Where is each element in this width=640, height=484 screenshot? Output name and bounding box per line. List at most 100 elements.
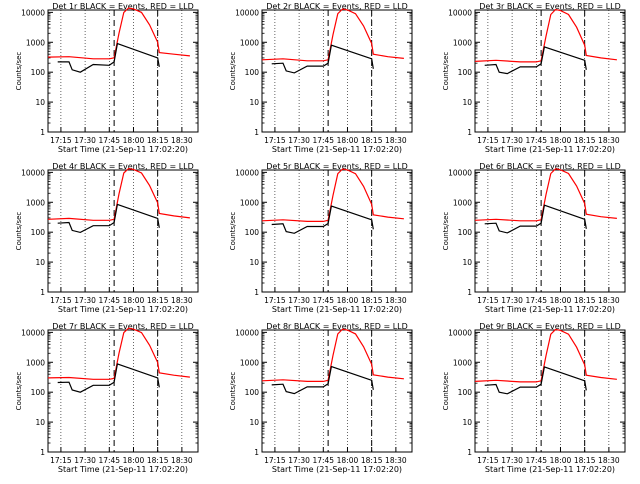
x-tick-label: 17:30	[501, 456, 523, 465]
x-tick-label: 17:15	[50, 456, 72, 465]
y-tick-label: 1	[40, 128, 45, 137]
x-axis-label: Start Time (21-Sep-11 17:02:20)	[485, 465, 615, 474]
plot-title: Det 9r BLACK = Events, RED = LLD	[479, 322, 621, 331]
y-tick-label: 10000	[21, 328, 45, 337]
x-tick-label: 17:30	[74, 456, 96, 465]
y-tick-label: 100	[245, 68, 260, 77]
events-series-line	[271, 205, 374, 234]
detector-plot-1: Det 1r BLACK = Events, RED = LLD 1 10 100 10…	[15, 2, 199, 154]
x-tick-label: 17:30	[501, 296, 523, 305]
y-tick-label: 1000	[240, 358, 259, 367]
plot-title: Det 1r BLACK = Events, RED = LLD	[52, 2, 194, 11]
x-tick-label: 17:45	[312, 456, 334, 465]
y-tick-label: 1000	[453, 38, 472, 47]
y-axis-label: Counts/sec	[442, 52, 450, 91]
y-axis-label: Counts/sec	[442, 372, 450, 411]
events-series-line	[484, 366, 587, 395]
y-tick-label: 1	[467, 288, 472, 297]
x-tick-label: 18:00	[123, 456, 145, 465]
y-tick-label: 1	[467, 448, 472, 457]
lld-series-line	[261, 328, 404, 382]
x-tick-label: 17:15	[264, 456, 286, 465]
x-tick-label: 18:00	[337, 456, 359, 465]
x-tick-label: 18:00	[550, 296, 572, 305]
plot-frame	[47, 329, 199, 453]
x-tick-label: 18:30	[385, 296, 407, 305]
x-tick-label: 18:15	[574, 456, 596, 465]
plot-frame	[474, 9, 626, 133]
detector-plot-5: Det 5r BLACK = Events, RED = LLD 1 10 100 10…	[229, 162, 413, 314]
x-tick-label: 17:45	[525, 456, 547, 465]
detector-plot-3: Det 3r BLACK = Events, RED = LLD 1 10 100 10…	[442, 2, 626, 154]
x-tick-label: 18:15	[361, 456, 383, 465]
y-tick-label: 10000	[448, 8, 472, 17]
x-axis-label: Start Time (21-Sep-11 17:02:20)	[485, 305, 615, 314]
y-tick-label: 100	[458, 68, 473, 77]
x-tick-label: 17:15	[50, 136, 72, 145]
y-tick-label: 1000	[453, 358, 472, 367]
y-axis-label: Counts/sec	[15, 372, 23, 411]
y-axis-label: Counts/sec	[15, 212, 23, 251]
x-tick-label: 18:30	[385, 136, 407, 145]
x-tick-label: 17:30	[288, 136, 310, 145]
y-tick-label: 1	[40, 288, 45, 297]
x-tick-label: 18:00	[550, 136, 572, 145]
y-tick-label: 100	[31, 388, 46, 397]
y-axis-label: Counts/sec	[229, 212, 237, 251]
y-tick-label: 10000	[21, 168, 45, 177]
events-series-line	[57, 42, 160, 73]
events-series-line	[57, 203, 160, 234]
x-tick-label: 17:15	[477, 296, 499, 305]
y-tick-label: 10	[462, 258, 472, 267]
y-tick-label: 1	[40, 448, 45, 457]
x-tick-label: 18:00	[550, 456, 572, 465]
x-axis-label: Start Time (21-Sep-11 17:02:20)	[272, 465, 402, 474]
lld-series-line	[261, 8, 404, 62]
y-tick-label: 10	[35, 98, 45, 107]
events-series-line	[57, 363, 160, 393]
x-tick-label: 17:30	[288, 456, 310, 465]
lld-series-line	[47, 167, 190, 221]
x-tick-label: 18:15	[361, 296, 383, 305]
y-tick-label: 10	[35, 258, 45, 267]
y-tick-label: 100	[245, 388, 260, 397]
x-tick-label: 17:45	[98, 136, 120, 145]
x-axis-label: Start Time (21-Sep-11 17:02:20)	[58, 305, 188, 314]
x-tick-label: 17:45	[525, 136, 547, 145]
x-tick-label: 18:30	[171, 136, 193, 145]
events-series-line	[484, 46, 587, 75]
detector-plot-8: Det 8r BLACK = Events, RED = LLD 1 10 100 10…	[229, 322, 413, 474]
x-tick-label: 18:15	[147, 296, 169, 305]
plot-title: Det 3r BLACK = Events, RED = LLD	[479, 2, 621, 11]
y-tick-label: 100	[245, 228, 260, 237]
y-tick-label: 10	[249, 258, 259, 267]
plot-title: Det 5r BLACK = Events, RED = LLD	[266, 162, 408, 171]
x-tick-label: 18:30	[385, 456, 407, 465]
plot-frame	[261, 329, 413, 453]
y-tick-label: 1000	[240, 198, 259, 207]
y-tick-label: 10000	[448, 328, 472, 337]
x-tick-label: 18:30	[598, 136, 620, 145]
x-tick-label: 17:45	[98, 296, 120, 305]
plot-frame	[474, 329, 626, 453]
x-tick-label: 17:45	[525, 296, 547, 305]
y-tick-label: 1000	[240, 38, 259, 47]
events-series-line	[271, 365, 374, 395]
plot-frame	[261, 169, 413, 293]
lld-series-line	[474, 168, 617, 222]
y-tick-label: 1000	[453, 198, 472, 207]
plot-title: Det 6r BLACK = Events, RED = LLD	[479, 162, 621, 171]
plot-frame	[474, 169, 626, 293]
lld-series-line	[261, 168, 404, 222]
x-tick-label: 18:15	[147, 456, 169, 465]
y-axis-label: Counts/sec	[442, 212, 450, 251]
x-tick-label: 17:15	[50, 296, 72, 305]
x-tick-label: 18:00	[337, 136, 359, 145]
y-tick-label: 1000	[26, 38, 45, 47]
x-tick-label: 18:00	[123, 296, 145, 305]
y-tick-label: 100	[31, 228, 46, 237]
x-tick-label: 18:30	[171, 296, 193, 305]
events-series-line	[271, 44, 374, 74]
x-tick-label: 18:15	[361, 136, 383, 145]
